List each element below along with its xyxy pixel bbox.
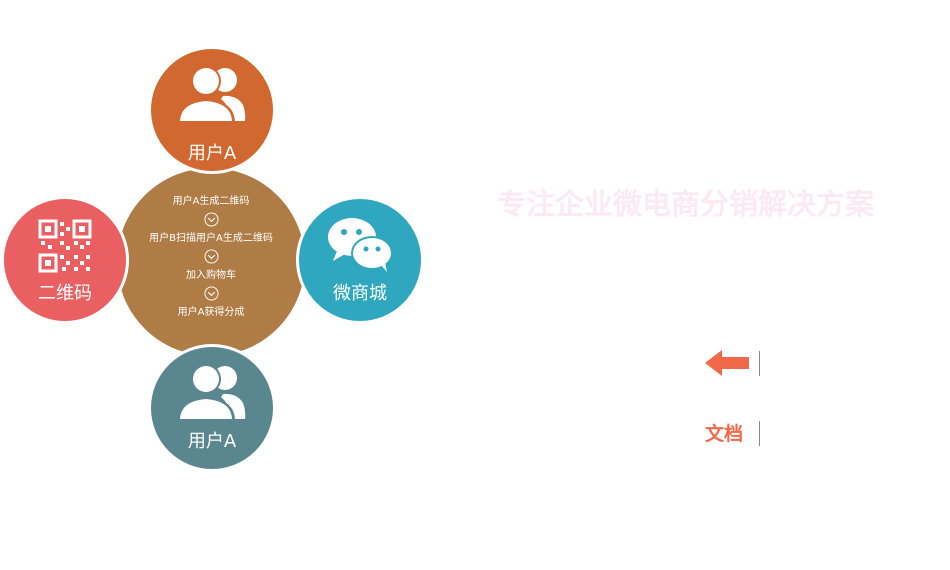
chevron-down-icon <box>203 212 219 227</box>
node-label: 二维码 <box>38 283 92 304</box>
qr-code-icon <box>38 219 92 273</box>
process-center-circle: 用户A生成二维码 用户B扫描用户A生成二维码 加入购物车 用户A获得分成 <box>115 166 307 358</box>
process-step-3: 加入购物车 <box>186 270 236 281</box>
process-step-2: 用户B扫描用户A生成二维码 <box>149 233 273 244</box>
chevron-down-icon <box>203 249 219 264</box>
user-a-bottom-node: 用户A <box>148 344 276 472</box>
wechat-mall-node: 微商城 <box>296 196 424 324</box>
node-label: 微商城 <box>333 283 387 304</box>
divider <box>759 421 760 446</box>
wechat-icon <box>328 218 393 272</box>
chevron-down-icon <box>203 286 219 301</box>
node-label: 用户A <box>187 143 237 164</box>
users-icon <box>177 66 246 123</box>
process-step-4: 用户A获得分成 <box>177 307 245 318</box>
slogan-text: 专注企业微电商分销解决方案 <box>497 187 875 221</box>
left-arrow-icon[interactable] <box>703 348 751 378</box>
users-icon <box>177 364 246 421</box>
node-label: 用户A <box>187 431 237 452</box>
process-steps: 用户A生成二维码 用户B扫描用户A生成二维码 加入购物车 用户A获得分成 <box>117 195 305 320</box>
user-a-top-node: 用户A <box>148 46 276 174</box>
doc-link[interactable]: 文档 <box>705 423 744 445</box>
process-step-1: 用户A生成二维码 <box>172 196 250 207</box>
divider <box>759 351 760 376</box>
qr-code-node: 二维码 <box>1 196 129 324</box>
